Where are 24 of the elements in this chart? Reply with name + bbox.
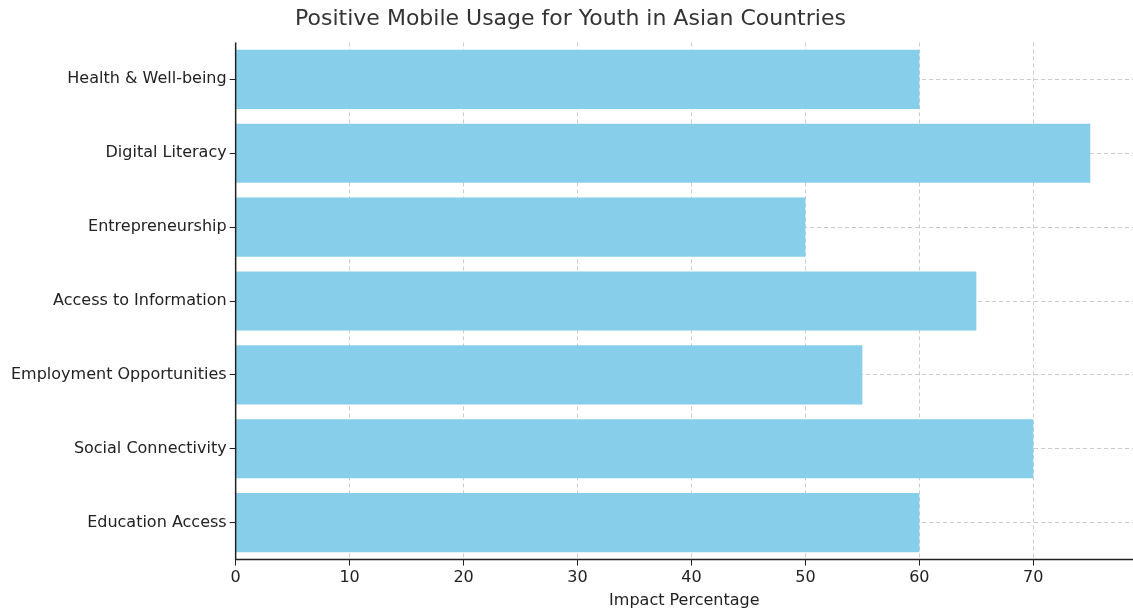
chart-title: Positive Mobile Usage for Youth in Asian Countries xyxy=(295,4,846,30)
x-tick-label: 20 xyxy=(453,567,474,587)
y-tick-label: Entrepreneurship xyxy=(88,216,227,236)
x-tick-label: 70 xyxy=(1023,567,1044,587)
x-tick-label: 30 xyxy=(567,567,588,587)
x-tick-label: 60 xyxy=(909,567,930,587)
bar xyxy=(236,271,977,331)
y-tick-label: Health & Well-being xyxy=(67,68,227,88)
bar xyxy=(236,49,920,109)
x-tick-label: 10 xyxy=(339,567,360,587)
x-axis-title: Impact Percentage xyxy=(609,589,760,609)
bar xyxy=(236,123,1091,183)
y-tick-label: Digital Literacy xyxy=(105,142,227,162)
bar xyxy=(236,419,1034,479)
bar xyxy=(236,345,863,405)
y-tick-label: Education Access xyxy=(87,511,227,531)
y-tick-label: Employment Opportunities xyxy=(11,364,227,384)
x-tick-label: 40 xyxy=(681,567,702,587)
x-tick-label: 0 xyxy=(230,567,241,587)
bar xyxy=(236,197,806,257)
bar xyxy=(236,493,920,553)
x-tick-label: 50 xyxy=(795,567,816,587)
y-tick-label: Access to Information xyxy=(53,290,227,310)
y-tick-label: Social Connectivity xyxy=(73,437,227,457)
